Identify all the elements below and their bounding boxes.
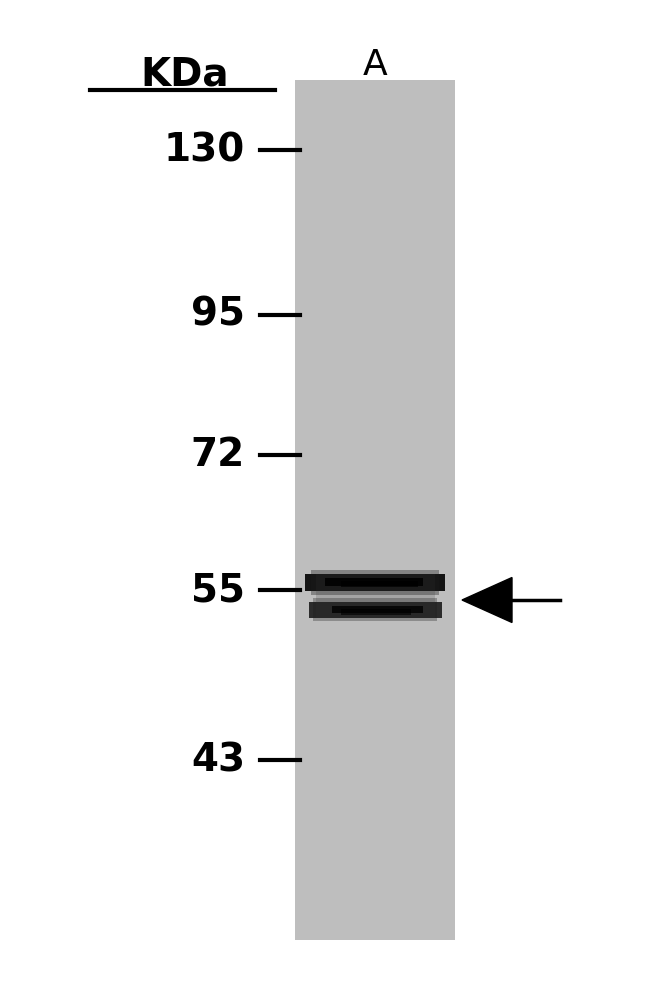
Bar — [332, 606, 422, 614]
Text: A: A — [363, 48, 387, 82]
Bar — [295, 80, 455, 940]
Bar — [341, 610, 411, 615]
Text: 43: 43 — [191, 741, 245, 779]
Text: 130: 130 — [164, 131, 245, 169]
Text: KDa: KDa — [141, 55, 229, 93]
Bar — [311, 570, 439, 596]
Bar — [341, 581, 418, 588]
Text: 95: 95 — [191, 296, 245, 334]
Bar — [325, 578, 422, 586]
Bar — [305, 574, 445, 592]
Bar — [309, 602, 441, 618]
Bar — [313, 599, 437, 621]
Polygon shape — [462, 578, 512, 623]
Text: 55: 55 — [191, 571, 245, 609]
Text: 72: 72 — [190, 436, 245, 474]
Bar — [315, 574, 434, 618]
